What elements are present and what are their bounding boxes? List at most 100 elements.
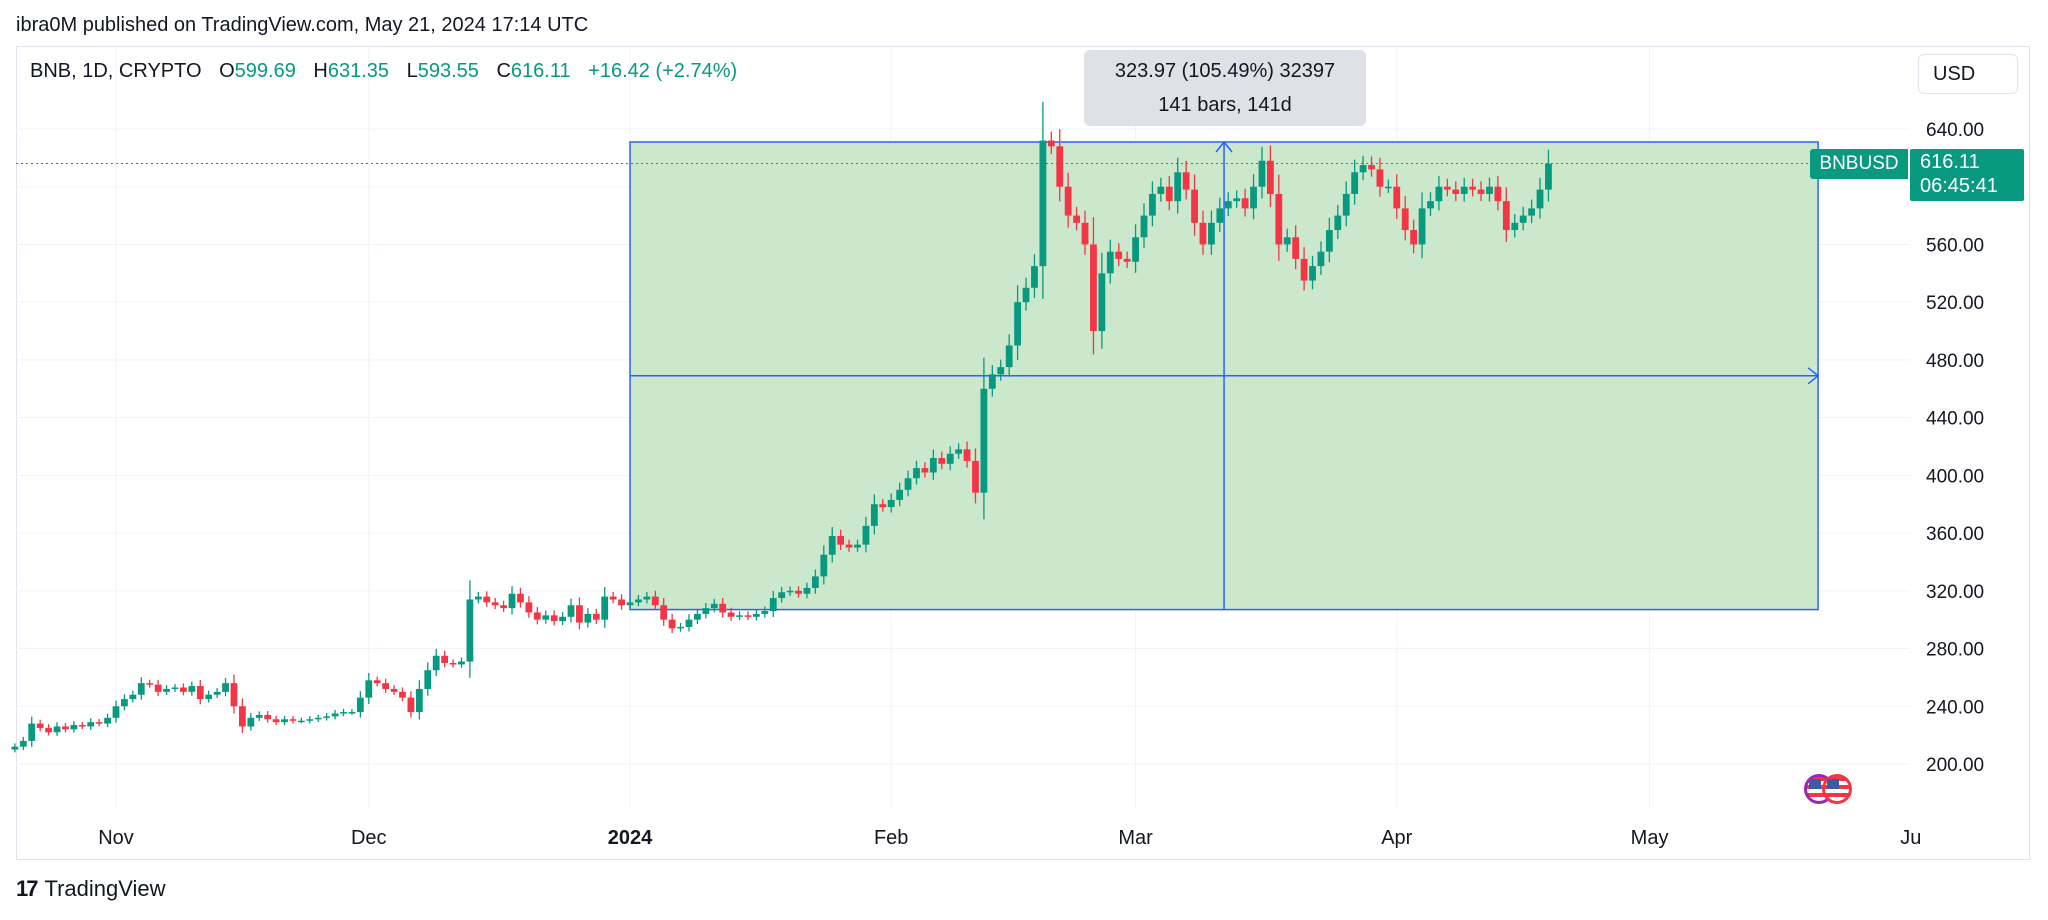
candle-body <box>592 613 600 620</box>
candle-body <box>946 453 954 464</box>
time-tick-label: May <box>1631 827 1669 849</box>
candle-body <box>264 714 272 720</box>
candle-body <box>1182 172 1190 190</box>
symbol-tag: BNBUSD <box>1810 149 1908 179</box>
candle-body <box>432 655 440 671</box>
candle-body <box>1073 215 1080 223</box>
candle-body <box>1123 258 1131 262</box>
candle-body <box>255 714 263 718</box>
candle-body <box>1132 237 1139 262</box>
candle-body <box>702 608 710 614</box>
candle-body <box>938 458 946 464</box>
candle-body <box>997 367 1005 375</box>
candle-body <box>1224 201 1232 209</box>
candle-body <box>1351 172 1359 194</box>
candle-body <box>180 687 187 692</box>
candle-body <box>533 612 541 620</box>
candle-body <box>1401 208 1409 231</box>
candle-body <box>441 655 449 663</box>
ohlc-legend: BNB, 1D, CRYPTO O599.69 H631.35 L593.55 … <box>30 60 749 83</box>
candle-body <box>1427 201 1434 209</box>
candle-body <box>53 726 61 733</box>
candle-body <box>609 596 617 600</box>
candle-body <box>314 717 322 720</box>
candle-body <box>1115 251 1123 259</box>
candle-body <box>1460 186 1468 194</box>
candle-body <box>247 717 255 727</box>
price-tick-label: 480.00 <box>1926 351 1984 372</box>
footer: 17 TradingView <box>16 876 166 902</box>
candle-body <box>19 740 27 747</box>
candle-body <box>390 688 398 692</box>
candle-body <box>28 723 36 741</box>
candle-body <box>626 602 634 606</box>
candle-body <box>238 706 246 727</box>
candle-body <box>1241 198 1249 209</box>
measure-bars-count: 141 bars, 141d <box>1158 94 1292 116</box>
measure-up-arrow <box>1215 140 1233 153</box>
candle-body <box>795 590 802 594</box>
currency-button[interactable]: USD <box>1918 54 2018 94</box>
candle-body <box>1384 186 1392 189</box>
candle-body <box>601 596 609 620</box>
candle-body <box>517 593 524 603</box>
price-tick-label: 400.00 <box>1926 466 1984 487</box>
price-axis[interactable]: 200.00 240.00 280.00 320.00 360.00 400.00 440.… <box>1926 120 1984 776</box>
candle-body <box>1047 140 1055 147</box>
legend-open: 599.69 <box>234 60 296 82</box>
candle-body <box>584 613 592 623</box>
price-tick-label: 320.00 <box>1926 582 1984 603</box>
candle-body <box>1536 189 1544 209</box>
candle-body <box>11 746 19 750</box>
footer-brand[interactable]: TradingView <box>44 876 166 901</box>
candle-body <box>70 725 78 730</box>
candle-body <box>668 619 676 629</box>
candle-body <box>685 619 693 627</box>
candle-body <box>1258 160 1266 187</box>
candle-body <box>963 449 971 461</box>
candle-body <box>1098 273 1106 332</box>
candle-body <box>1359 165 1367 173</box>
candle-body <box>870 504 878 526</box>
candle-body <box>677 626 684 629</box>
candle-body <box>1410 230 1418 245</box>
candle-body <box>643 596 651 600</box>
candle-body <box>1031 266 1038 288</box>
candle-body <box>576 605 583 623</box>
legend-low-label: L <box>406 60 418 82</box>
candle-body <box>921 468 929 473</box>
candle-body <box>474 596 482 600</box>
measure-range-tool[interactable] <box>629 140 1820 611</box>
candle-body <box>1545 163 1552 190</box>
candle-body <box>896 489 904 500</box>
time-tick-label: Nov <box>98 827 134 849</box>
us-flag-event-icon[interactable] <box>1822 774 1852 804</box>
candle-body <box>323 716 331 718</box>
candle-body <box>567 605 575 617</box>
tradingview-logo-icon[interactable]: 17 <box>16 876 39 901</box>
candle-body <box>618 599 625 606</box>
candle-body <box>988 374 996 389</box>
candle-body <box>415 688 423 713</box>
time-axis[interactable]: Nov Dec 2024 Feb Mar Apr May Ju <box>98 827 1921 849</box>
candle-body <box>1208 222 1215 245</box>
last-price: 616.11 <box>1920 151 1980 173</box>
candle-body <box>1014 302 1022 346</box>
candle-body <box>1149 193 1156 216</box>
candle-body <box>972 460 979 493</box>
candle-body <box>449 662 457 665</box>
candle-body <box>913 468 920 479</box>
candle-body <box>306 719 314 721</box>
candle-body <box>1005 345 1013 368</box>
candle-body <box>1418 208 1426 245</box>
candle-body <box>1511 222 1519 231</box>
legend-high: 631.35 <box>327 60 390 82</box>
candle-body <box>559 616 566 622</box>
published-caption: ibra0M published on TradingView.com, May… <box>16 14 589 36</box>
legend-high-label: H <box>313 60 328 82</box>
candle-body <box>761 611 769 614</box>
candle-body <box>205 694 213 700</box>
time-tick-label: Ju <box>1900 827 1921 849</box>
candle-body <box>1064 186 1072 216</box>
